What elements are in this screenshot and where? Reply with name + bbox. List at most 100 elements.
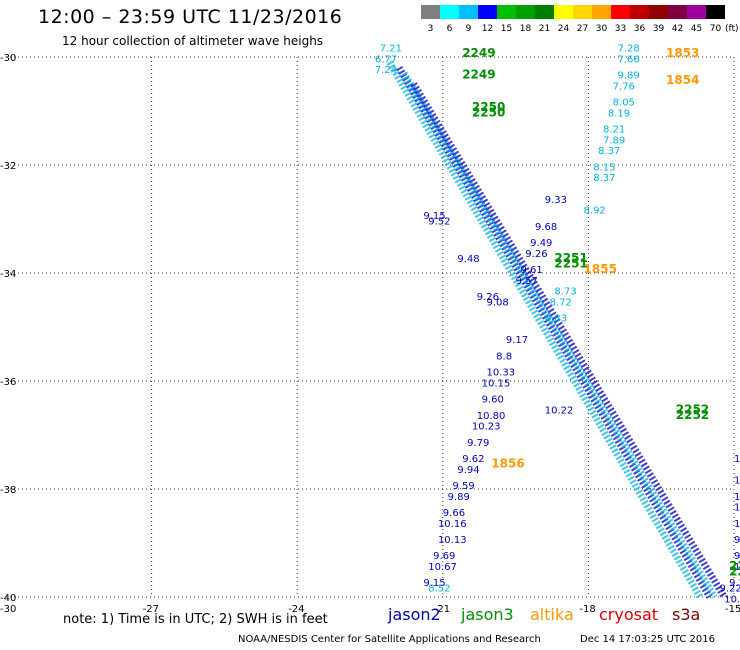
swh-value-label: 9.49 bbox=[530, 238, 552, 249]
swh-value-label: 9.66 bbox=[443, 508, 465, 519]
swh-value-label: 9.48 bbox=[457, 254, 479, 265]
swh-value-label: 9.15 bbox=[423, 578, 445, 589]
swh-value-label: 7.24 bbox=[375, 65, 397, 76]
swh-value-label: 11.2 bbox=[734, 492, 740, 503]
pass-number-label: 2251 bbox=[554, 257, 587, 271]
mission-label-altika: altika bbox=[530, 605, 574, 624]
swh-value-label: 9.22 bbox=[719, 584, 740, 595]
pass-number-label: 2253 bbox=[729, 559, 740, 573]
swh-value-label: 9.68 bbox=[535, 222, 557, 233]
legend-value: 27 bbox=[576, 24, 589, 34]
map-grid bbox=[6, 56, 735, 598]
swh-value-label: 8.37 bbox=[593, 173, 615, 184]
swh-value-label: 7.76 bbox=[613, 81, 635, 92]
swh-value-label: 10.15 bbox=[482, 378, 511, 389]
swh-value-label: 9.60 bbox=[482, 395, 504, 406]
track-line bbox=[400, 71, 718, 599]
legend-swatch bbox=[630, 5, 649, 19]
credit-line: NOAA/NESDIS Center for Satellite Applica… bbox=[238, 634, 541, 645]
swh-value-label: 10.35 bbox=[724, 594, 740, 605]
swh-value-label: 10.13 bbox=[438, 535, 467, 546]
swh-value-label: 9.15 bbox=[423, 211, 445, 222]
swh-value-label: 10.23 bbox=[472, 422, 501, 433]
lon-tick-label: -15 bbox=[725, 604, 740, 615]
swh-value-label: 8.92 bbox=[584, 206, 606, 217]
legend-value: 70 bbox=[709, 24, 722, 34]
lon-tick-label: -24 bbox=[288, 604, 304, 615]
legend-swatch bbox=[687, 5, 706, 19]
mission-label-cryosat: cryosat bbox=[599, 605, 659, 624]
swh-value-label: 8.83 bbox=[545, 314, 567, 325]
lon-tick-label: -27 bbox=[143, 604, 159, 615]
legend-value: 42 bbox=[671, 24, 684, 34]
pass-number-label: 2252 bbox=[676, 408, 709, 422]
lat-tick-label: -40 bbox=[0, 593, 16, 604]
legend-swatch bbox=[668, 5, 687, 19]
lon-tick-label: -21 bbox=[434, 604, 450, 615]
legend-swatch bbox=[592, 5, 611, 19]
swh-labels: 9.159.529.489.269.089.178.810.3310.159.6… bbox=[375, 44, 740, 606]
swh-value-label: 10.2 bbox=[734, 519, 740, 530]
swh-value-label: 9.33 bbox=[545, 195, 567, 206]
lat-tick-label: -34 bbox=[0, 269, 16, 280]
swh-value-label: 8.8 bbox=[496, 351, 512, 362]
swh-value-label: 9.94 bbox=[457, 465, 479, 476]
swh-value-label: 9.59 bbox=[453, 481, 475, 492]
mission-label-s3a: s3a bbox=[672, 605, 701, 624]
map-axes: -27 -24 -21 -18 -15-30-32-34-36-38-40-30 bbox=[0, 53, 740, 615]
lat-tick-label: -30 bbox=[0, 53, 16, 64]
lat-tick-label: -36 bbox=[0, 377, 16, 388]
legend-swatch bbox=[421, 5, 440, 19]
legend-swatch bbox=[649, 5, 668, 19]
pass-number-label: 2250 bbox=[472, 105, 505, 119]
swh-value-label: 7.28 bbox=[618, 44, 640, 55]
swh-value-label: 7.21 bbox=[380, 44, 402, 55]
legend-swatch bbox=[459, 5, 478, 19]
swh-value-label: 10.16 bbox=[438, 519, 467, 530]
swh-value-label: 9.62 bbox=[462, 454, 484, 465]
legend-swatch bbox=[440, 5, 459, 19]
legend-value: 12 bbox=[481, 24, 494, 34]
legend-value: 24 bbox=[557, 24, 570, 34]
swh-value-label: 9.26 bbox=[729, 578, 740, 589]
track-line bbox=[386, 60, 704, 599]
legend-value: 39 bbox=[652, 24, 665, 34]
lat-tick-label: -38 bbox=[0, 485, 16, 496]
legend-swatch bbox=[535, 5, 554, 19]
legend-value: 45 bbox=[690, 24, 703, 34]
swh-value-label: 8.52 bbox=[428, 584, 450, 595]
mission-label-jason2: jason2 bbox=[388, 605, 441, 624]
swh-value-label: 9.79 bbox=[467, 438, 489, 449]
legend-swatch bbox=[497, 5, 516, 19]
corner-label: -30 bbox=[0, 604, 16, 615]
legend-value: 33 bbox=[614, 24, 627, 34]
pass-number-label: 2251 bbox=[554, 251, 587, 265]
pass-number-label: 2249 bbox=[462, 68, 495, 82]
swh-value-label: 9.26 bbox=[477, 292, 499, 303]
swh-value-label: 8.19 bbox=[608, 108, 630, 119]
swh-value-label: 10.33 bbox=[486, 368, 515, 379]
satellite-tracks bbox=[386, 60, 728, 599]
swh-value-label: 10.80 bbox=[477, 411, 506, 422]
page-subtitle: 12 hour collection of altimeter wave hei… bbox=[62, 34, 324, 48]
swh-value-label: 9.17 bbox=[506, 335, 528, 346]
swh-value-label: 9.57 bbox=[734, 551, 740, 562]
legend-swatch bbox=[478, 5, 497, 19]
swh-value-label: 10.9 bbox=[734, 503, 740, 514]
swh-value-label: 9.57 bbox=[516, 276, 538, 287]
swh-value-label: 9.69 bbox=[433, 551, 455, 562]
pass-number-label: 1856 bbox=[491, 456, 524, 470]
pass-number-label: 1853 bbox=[666, 46, 699, 60]
legend-swatch bbox=[611, 5, 630, 19]
swh-value-label: 7.89 bbox=[603, 135, 625, 146]
swh-value-label: 9.52 bbox=[428, 216, 450, 227]
legend-value: 3 bbox=[427, 24, 434, 34]
swh-value-label: 9.08 bbox=[486, 297, 508, 308]
pass-number-label: 2252 bbox=[676, 402, 709, 416]
swh-value-label: 8.21 bbox=[603, 125, 625, 136]
render-timestamp: Dec 14 17:03:25 UTC 2016 bbox=[580, 634, 715, 645]
swh-value-label: 8.15 bbox=[593, 162, 615, 173]
mission-label-jason3: jason3 bbox=[461, 605, 514, 624]
pass-number-label: 2250 bbox=[472, 100, 505, 114]
